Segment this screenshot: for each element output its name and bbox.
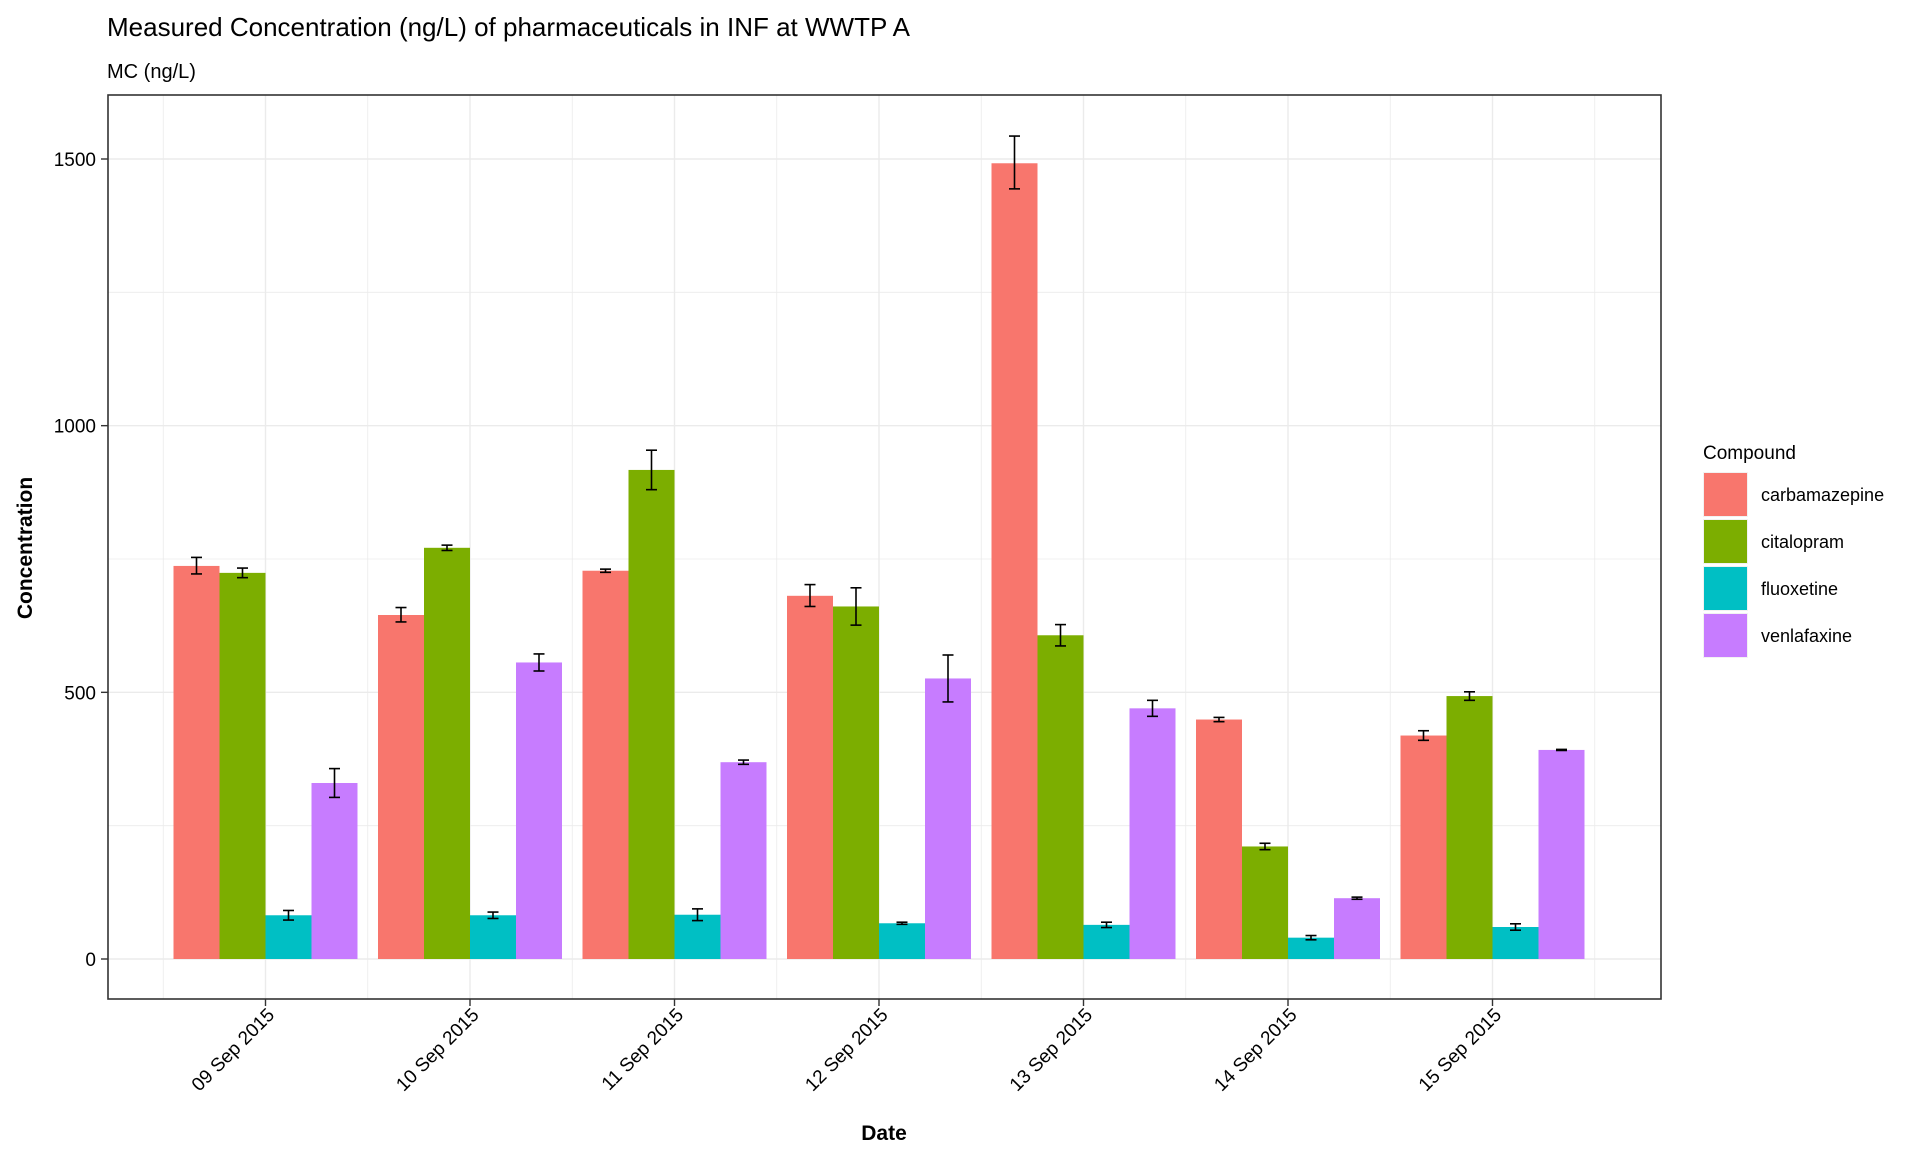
legend-label-fluoxetine: fluoxetine bbox=[1761, 579, 1838, 599]
y-tick-label: 0 bbox=[85, 950, 96, 971]
bar-series bbox=[173, 163, 1585, 959]
legend-swatch-venlafaxine bbox=[1704, 614, 1747, 657]
bar-venlafaxine-3 bbox=[720, 762, 767, 959]
error-bar-citalopram-2 bbox=[441, 544, 453, 552]
error-bar-fluoxetine-1 bbox=[283, 909, 294, 921]
bar-venlafaxine-2 bbox=[516, 662, 562, 959]
bar-fluoxetine-3 bbox=[674, 914, 721, 959]
error-bar-venlafaxine-2 bbox=[533, 653, 545, 672]
legend-title: Compound bbox=[1703, 443, 1796, 464]
x-tick-label: 10 Sep 2015 bbox=[392, 1005, 483, 1096]
error-bar-carbamazepine-7 bbox=[1418, 729, 1429, 742]
y-tick-label: 1500 bbox=[54, 150, 96, 171]
error-bar-venlafaxine-3 bbox=[738, 759, 749, 766]
error-bar-fluoxetine-3 bbox=[692, 908, 703, 922]
error-bar-venlafaxine-4 bbox=[942, 654, 954, 703]
bar-citalopram-3 bbox=[628, 469, 675, 959]
y-tick-label: 500 bbox=[64, 683, 96, 704]
error-bar-venlafaxine-6 bbox=[1351, 896, 1363, 901]
bar-citalopram-6 bbox=[1242, 846, 1288, 959]
bar-fluoxetine-7 bbox=[1492, 927, 1539, 959]
bar-citalopram-4 bbox=[833, 606, 879, 959]
error-bar-venlafaxine-1 bbox=[329, 767, 340, 799]
error-bar-carbamazepine-5 bbox=[1009, 135, 1020, 190]
error-bar-fluoxetine-7 bbox=[1510, 922, 1521, 932]
bar-carbamazepine-1 bbox=[173, 565, 220, 959]
error-bar-venlafaxine-5 bbox=[1147, 699, 1158, 718]
error-bar-citalopram-5 bbox=[1055, 623, 1066, 647]
error-bar-venlafaxine-7 bbox=[1556, 748, 1567, 752]
x-tick-label: 14 Sep 2015 bbox=[1210, 1005, 1301, 1096]
error-bars bbox=[191, 135, 1567, 941]
y-tick-label: 1000 bbox=[54, 417, 96, 438]
bar-fluoxetine-1 bbox=[265, 915, 312, 959]
error-bar-citalopram-3 bbox=[646, 449, 657, 491]
bar-citalopram-1 bbox=[219, 572, 266, 959]
bar-citalopram-2 bbox=[424, 547, 470, 959]
error-bar-citalopram-7 bbox=[1464, 690, 1475, 702]
legend-label-citalopram: citalopram bbox=[1761, 532, 1844, 552]
error-bar-carbamazepine-6 bbox=[1213, 716, 1225, 723]
legend-swatch-fluoxetine bbox=[1704, 567, 1747, 610]
error-bar-fluoxetine-5 bbox=[1101, 921, 1112, 929]
bar-carbamazepine-5 bbox=[991, 163, 1038, 959]
bar-fluoxetine-2 bbox=[470, 915, 516, 959]
bar-carbamazepine-3 bbox=[582, 570, 629, 959]
bar-venlafaxine-4 bbox=[925, 678, 971, 959]
bar-venlafaxine-7 bbox=[1538, 749, 1585, 959]
x-axis-label: Date bbox=[861, 1122, 907, 1145]
bar-fluoxetine-5 bbox=[1083, 924, 1130, 959]
bar-citalopram-5 bbox=[1037, 635, 1084, 959]
bar-fluoxetine-4 bbox=[879, 923, 925, 959]
error-bar-carbamazepine-1 bbox=[191, 556, 202, 575]
error-bar-carbamazepine-4 bbox=[804, 583, 816, 608]
x-tick-label: 12 Sep 2015 bbox=[801, 1005, 892, 1096]
legend-label-carbamazepine: carbamazepine bbox=[1761, 485, 1884, 505]
chart-title: Measured Concentration (ng/L) of pharmac… bbox=[107, 12, 911, 42]
bar-venlafaxine-1 bbox=[311, 783, 358, 959]
y-axis-label: Concentration bbox=[14, 477, 37, 619]
legend-swatch-carbamazepine bbox=[1704, 473, 1747, 516]
plot-panel-border bbox=[107, 94, 1662, 1000]
error-bar-citalopram-4 bbox=[850, 586, 862, 626]
error-bar-fluoxetine-4 bbox=[896, 921, 908, 926]
bar-venlafaxine-5 bbox=[1129, 708, 1176, 959]
x-tick-label: 11 Sep 2015 bbox=[598, 1005, 688, 1095]
bar-carbamazepine-2 bbox=[378, 615, 424, 959]
chart-subtitle: MC (ng/L) bbox=[107, 61, 196, 83]
legend-label-venlafaxine: venlafaxine bbox=[1761, 626, 1852, 646]
error-bar-citalopram-1 bbox=[237, 567, 248, 579]
x-tick-label: 13 Sep 2015 bbox=[1006, 1005, 1097, 1096]
bar-carbamazepine-6 bbox=[1196, 719, 1242, 959]
error-bar-fluoxetine-6 bbox=[1305, 934, 1317, 941]
legend-swatch-citalopram bbox=[1704, 520, 1747, 563]
bar-citalopram-7 bbox=[1446, 696, 1493, 959]
bar-carbamazepine-4 bbox=[787, 595, 833, 959]
bar-venlafaxine-6 bbox=[1334, 898, 1380, 959]
x-tick-label: 09 Sep 2015 bbox=[188, 1005, 279, 1096]
error-bar-carbamazepine-3 bbox=[600, 568, 611, 574]
x-tick-label: 15 Sep 2015 bbox=[1415, 1005, 1506, 1096]
legend: Compound carbamazepine citalopram fluoxeti… bbox=[1703, 443, 1884, 658]
x-axis: 09 Sep 2015 10 Sep 2015 11 Sep 2015 12 Sep … bbox=[188, 999, 1506, 1096]
y-axis: 0 500 1000 1500 bbox=[54, 150, 108, 971]
error-bar-carbamazepine-2 bbox=[395, 606, 407, 623]
bar-fluoxetine-6 bbox=[1288, 937, 1334, 959]
error-bar-fluoxetine-2 bbox=[487, 911, 499, 920]
bar-carbamazepine-7 bbox=[1400, 735, 1447, 959]
error-bar-citalopram-6 bbox=[1259, 842, 1271, 851]
